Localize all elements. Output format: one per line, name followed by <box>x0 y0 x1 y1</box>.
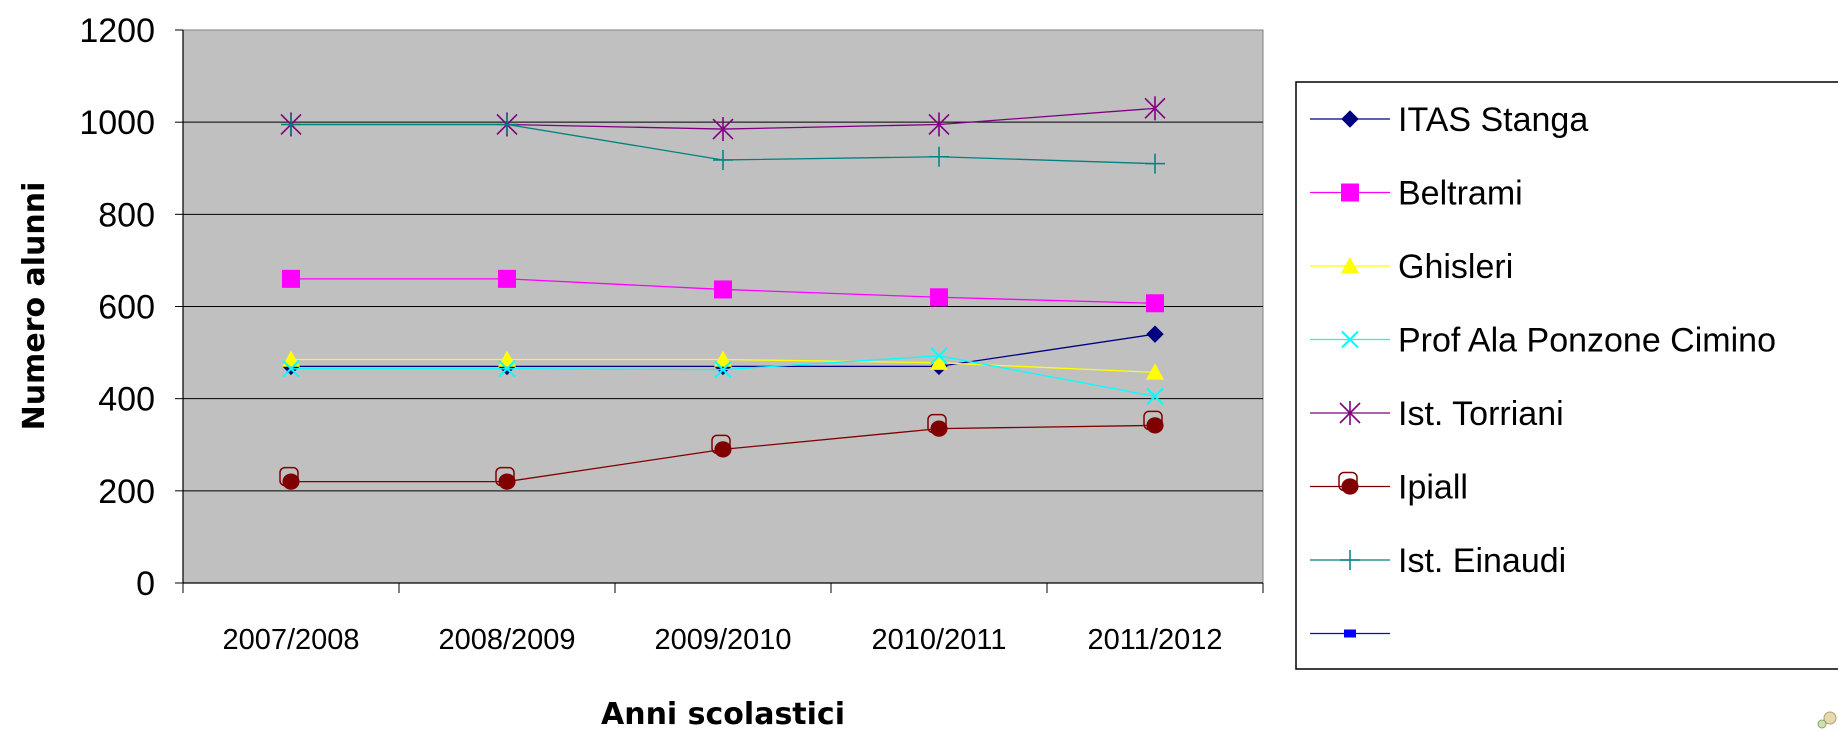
data-point <box>1341 330 1359 349</box>
data-point <box>930 347 948 365</box>
series-6 <box>281 114 1165 174</box>
data-point <box>498 360 516 378</box>
legend-label: Ghisleri <box>1398 248 1513 286</box>
data-point <box>930 288 948 307</box>
legend-item: Ghisleri <box>1310 248 1513 286</box>
data-point <box>1340 550 1360 570</box>
data-point <box>930 353 948 370</box>
y-tick-label: 600 <box>98 289 155 327</box>
data-point <box>1146 294 1164 313</box>
legend-item: Ipiall <box>1310 469 1468 507</box>
legend-item: Beltrami <box>1310 175 1523 213</box>
data-point <box>1143 410 1164 434</box>
data-point <box>711 434 732 458</box>
data-point <box>1341 183 1359 202</box>
y-tick-label: 200 <box>98 473 155 511</box>
data-point <box>497 114 517 135</box>
data-point <box>1144 96 1166 121</box>
legend-label: Ist. Einaudi <box>1398 542 1566 580</box>
x-tick-label: 2009/2010 <box>654 624 791 656</box>
legend-label: ITAS Stanga <box>1398 101 1588 139</box>
data-point <box>928 112 950 137</box>
legend-item: ITAS Stanga <box>1310 101 1588 139</box>
data-point <box>498 269 516 288</box>
data-point <box>1338 471 1359 495</box>
y-tick-label: 1200 <box>79 12 155 50</box>
legend: ITAS Stanga Beltrami Ghisleri Prof Ala Ponz… <box>1310 101 1776 638</box>
data-point <box>929 146 949 167</box>
data-point <box>714 350 732 367</box>
data-point <box>1146 363 1164 380</box>
x-axis-title: Anni scolastici <box>601 697 845 731</box>
data-point <box>927 413 948 437</box>
legend-label: Ist. Torriani <box>1398 395 1564 433</box>
series-3 <box>282 347 1164 406</box>
data-point <box>1339 401 1361 425</box>
data-point <box>1146 325 1164 343</box>
data-point <box>1341 110 1359 128</box>
data-point <box>498 350 516 367</box>
series-group <box>279 96 1166 490</box>
y-tick-label: 0 <box>136 565 155 603</box>
axes: 0 200 400 600 800 1000 1200 2007/2008 2008/2009 2… <box>79 12 1264 656</box>
data-point <box>1344 629 1356 638</box>
data-point <box>714 360 732 379</box>
y-axis-title: Numero alunni <box>17 182 52 431</box>
data-point <box>282 269 300 288</box>
x-tick-label: 2008/2009 <box>438 624 575 656</box>
data-point <box>712 117 734 142</box>
x-tick-label: 2010/2011 <box>872 624 1007 656</box>
data-point <box>1341 257 1359 274</box>
series-2 <box>282 350 1164 380</box>
data-point <box>714 280 732 299</box>
legend-label: Ipiall <box>1398 469 1468 507</box>
legend-item: Ist. Einaudi <box>1310 542 1566 580</box>
data-point <box>281 114 301 135</box>
y-tick-label: 800 <box>98 196 155 234</box>
x-tick-label: 2007/2008 <box>222 624 359 656</box>
series-5 <box>279 410 1164 490</box>
legend-item: Ist. Torriani <box>1310 395 1564 433</box>
data-point <box>495 466 516 490</box>
data-point <box>1145 153 1165 174</box>
corner-decoration-icon <box>1817 711 1837 729</box>
legend-item: Prof Ala Ponzone Cimino <box>1310 322 1776 360</box>
legend-item <box>1310 629 1390 638</box>
data-point <box>1146 387 1164 406</box>
series-1 <box>282 269 1164 313</box>
data-point <box>713 149 733 170</box>
x-tick-label: 2011/2012 <box>1088 624 1223 656</box>
legend-box <box>1295 81 1838 670</box>
data-point <box>279 466 300 490</box>
data-point <box>282 360 300 378</box>
data-point <box>282 350 300 367</box>
legend-label: Beltrami <box>1398 175 1523 213</box>
y-tick-label: 400 <box>98 381 155 419</box>
legend-label: Prof Ala Ponzone Cimino <box>1398 322 1776 360</box>
y-tick-label: 1000 <box>79 104 155 142</box>
